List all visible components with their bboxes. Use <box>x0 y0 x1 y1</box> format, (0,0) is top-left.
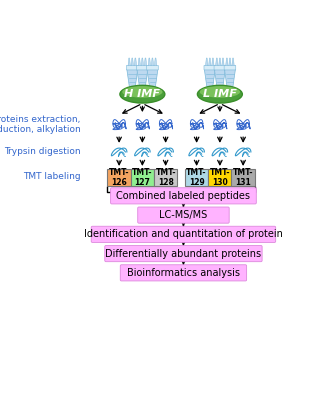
FancyBboxPatch shape <box>138 207 229 223</box>
Polygon shape <box>151 58 154 66</box>
Polygon shape <box>226 58 228 66</box>
Polygon shape <box>232 58 234 66</box>
Text: Combined labeled peptides: Combined labeled peptides <box>117 191 250 201</box>
Polygon shape <box>222 58 224 66</box>
Text: TMT-
128: TMT- 128 <box>156 168 176 187</box>
Text: H IMF: H IMF <box>124 89 161 99</box>
FancyBboxPatch shape <box>105 246 262 262</box>
Polygon shape <box>131 58 134 66</box>
Polygon shape <box>219 58 221 66</box>
Text: Identification and quantitation of protein: Identification and quantitation of prote… <box>84 229 283 239</box>
Polygon shape <box>155 58 157 66</box>
Text: TMT labeling: TMT labeling <box>23 172 80 181</box>
Polygon shape <box>134 58 137 66</box>
Polygon shape <box>137 70 148 91</box>
Polygon shape <box>141 58 144 66</box>
Text: L IMF: L IMF <box>203 89 237 99</box>
FancyBboxPatch shape <box>208 169 231 186</box>
Polygon shape <box>138 58 141 66</box>
Ellipse shape <box>200 86 240 98</box>
Text: TMT-
129: TMT- 129 <box>186 168 207 187</box>
Polygon shape <box>214 70 225 91</box>
FancyBboxPatch shape <box>147 65 158 70</box>
Polygon shape <box>215 58 218 66</box>
Text: TMT-
130: TMT- 130 <box>210 168 230 187</box>
Polygon shape <box>204 70 215 91</box>
FancyBboxPatch shape <box>214 65 226 70</box>
Ellipse shape <box>197 85 242 103</box>
Ellipse shape <box>122 86 163 98</box>
Polygon shape <box>148 58 151 66</box>
Polygon shape <box>144 58 147 66</box>
FancyBboxPatch shape <box>131 169 154 186</box>
Polygon shape <box>147 70 158 91</box>
FancyBboxPatch shape <box>127 65 138 70</box>
FancyBboxPatch shape <box>108 169 131 186</box>
FancyBboxPatch shape <box>111 188 256 204</box>
FancyBboxPatch shape <box>154 169 177 186</box>
Text: TMT-
127: TMT- 127 <box>132 168 153 187</box>
FancyBboxPatch shape <box>137 65 148 70</box>
Text: Differentially abundant proteins: Differentially abundant proteins <box>105 248 261 258</box>
FancyBboxPatch shape <box>120 265 247 281</box>
Polygon shape <box>229 58 231 66</box>
Text: TMT-
126: TMT- 126 <box>109 168 130 187</box>
Text: LC-MS/MS: LC-MS/MS <box>159 210 207 220</box>
FancyBboxPatch shape <box>91 226 276 242</box>
Text: Bioinformatics analysis: Bioinformatics analysis <box>127 268 240 278</box>
Polygon shape <box>205 58 208 66</box>
Polygon shape <box>128 58 130 66</box>
Polygon shape <box>127 70 138 91</box>
FancyBboxPatch shape <box>224 65 236 70</box>
Text: Trypsin digestion: Trypsin digestion <box>4 147 80 156</box>
Polygon shape <box>224 70 235 91</box>
Polygon shape <box>212 58 214 66</box>
Text: Proteins extraction,
reduction, alkylation: Proteins extraction, reduction, alkylati… <box>0 114 80 134</box>
Text: TMT-
131: TMT- 131 <box>233 168 253 187</box>
FancyBboxPatch shape <box>231 169 255 186</box>
FancyBboxPatch shape <box>185 169 208 186</box>
Polygon shape <box>209 58 211 66</box>
Ellipse shape <box>120 85 165 103</box>
FancyBboxPatch shape <box>204 65 215 70</box>
